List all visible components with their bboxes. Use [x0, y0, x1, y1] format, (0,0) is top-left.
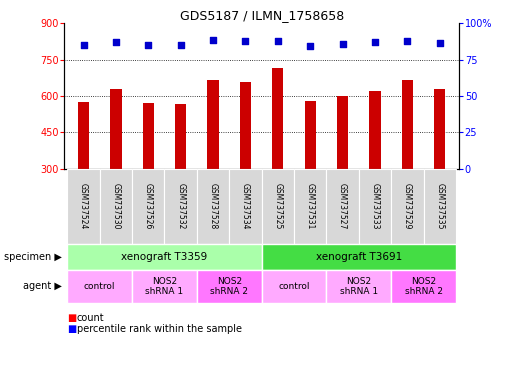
- Text: xenograft T3359: xenograft T3359: [122, 252, 208, 262]
- Bar: [326, 270, 391, 303]
- Bar: [197, 270, 262, 303]
- Bar: [229, 169, 262, 244]
- Text: control: control: [278, 282, 310, 291]
- Text: ■: ■: [67, 324, 76, 334]
- Bar: [132, 169, 165, 244]
- Text: GSM737526: GSM737526: [144, 183, 153, 230]
- Text: GSM737529: GSM737529: [403, 183, 412, 230]
- Text: NOS2
shRNA 2: NOS2 shRNA 2: [405, 276, 443, 296]
- Text: GSM737535: GSM737535: [435, 183, 444, 230]
- Bar: [175, 104, 186, 169]
- Bar: [359, 169, 391, 244]
- Point: [112, 40, 120, 46]
- Point: [371, 40, 379, 46]
- Bar: [78, 102, 89, 169]
- Point: [339, 41, 347, 48]
- Text: specimen ▶: specimen ▶: [4, 252, 62, 262]
- Bar: [337, 96, 348, 169]
- Text: count: count: [77, 313, 105, 323]
- Bar: [262, 169, 294, 244]
- Text: xenograft T3691: xenograft T3691: [315, 252, 402, 262]
- Bar: [391, 270, 456, 303]
- Text: agent ▶: agent ▶: [23, 281, 62, 291]
- Text: ■: ■: [67, 313, 76, 323]
- Bar: [326, 169, 359, 244]
- Text: control: control: [84, 282, 115, 291]
- Text: NOS2
shRNA 1: NOS2 shRNA 1: [340, 276, 378, 296]
- Bar: [424, 169, 456, 244]
- Text: GSM737531: GSM737531: [306, 183, 314, 230]
- Point: [274, 38, 282, 44]
- Point: [403, 38, 411, 44]
- Text: percentile rank within the sample: percentile rank within the sample: [77, 324, 242, 334]
- Bar: [391, 169, 424, 244]
- Title: GDS5187 / ILMN_1758658: GDS5187 / ILMN_1758658: [180, 9, 344, 22]
- Bar: [434, 89, 445, 169]
- Text: GSM737527: GSM737527: [338, 183, 347, 230]
- Bar: [67, 169, 100, 244]
- Bar: [240, 82, 251, 169]
- Text: GSM737534: GSM737534: [241, 183, 250, 230]
- Bar: [262, 270, 326, 303]
- Point: [306, 43, 314, 49]
- Bar: [67, 270, 132, 303]
- Point: [241, 38, 249, 44]
- Text: NOS2
shRNA 1: NOS2 shRNA 1: [145, 276, 184, 296]
- Bar: [369, 91, 381, 169]
- Bar: [165, 169, 197, 244]
- Text: GSM737528: GSM737528: [209, 183, 218, 230]
- Text: GSM737533: GSM737533: [370, 183, 380, 230]
- Bar: [262, 244, 456, 270]
- Bar: [305, 101, 316, 169]
- Text: GSM737532: GSM737532: [176, 183, 185, 230]
- Bar: [207, 80, 219, 169]
- Point: [436, 40, 444, 46]
- Bar: [100, 169, 132, 244]
- Text: GSM737530: GSM737530: [111, 183, 121, 230]
- Bar: [132, 270, 197, 303]
- Bar: [197, 169, 229, 244]
- Bar: [294, 169, 326, 244]
- Bar: [143, 103, 154, 169]
- Point: [209, 37, 217, 43]
- Point: [80, 42, 88, 48]
- Bar: [110, 89, 122, 169]
- Text: GSM737524: GSM737524: [79, 183, 88, 230]
- Bar: [402, 80, 413, 169]
- Text: NOS2
shRNA 2: NOS2 shRNA 2: [210, 276, 248, 296]
- Text: GSM737525: GSM737525: [273, 183, 282, 230]
- Point: [144, 42, 152, 48]
- Bar: [272, 68, 284, 169]
- Bar: [67, 244, 262, 270]
- Point: [176, 42, 185, 48]
